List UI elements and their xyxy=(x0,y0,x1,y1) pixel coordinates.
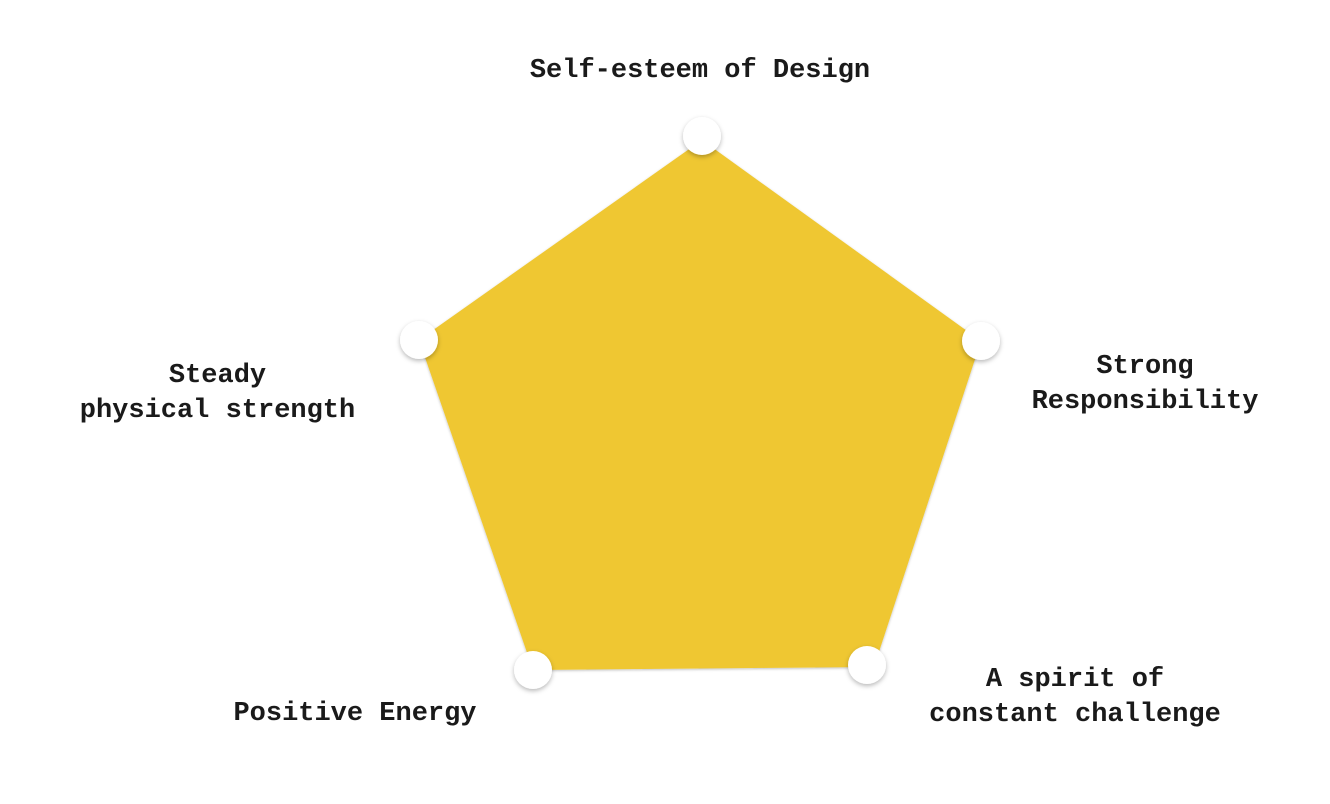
node-top xyxy=(683,117,721,155)
label-bottom-right-line-1: A spirit of xyxy=(985,665,1165,695)
label-spirit-of-constant-challenge: A spirit of constant challenge xyxy=(890,663,1260,733)
label-self-esteem-of-design: Self-esteem of Design xyxy=(450,54,950,89)
label-left-line-2: physical strength xyxy=(79,396,356,426)
label-bottom-right-line-2: constant challenge xyxy=(929,700,1221,730)
label-right-line-1: Strong xyxy=(1096,352,1194,382)
label-right-line-2: Responsibility xyxy=(1031,387,1259,417)
node-left xyxy=(400,321,438,359)
label-positive-energy: Positive Energy xyxy=(195,697,515,732)
label-steady-physical-strength: Steady physical strength xyxy=(35,359,400,429)
label-bottom-left-line-1: Positive Energy xyxy=(233,699,477,729)
node-right xyxy=(962,322,1000,360)
pentagon-shape xyxy=(419,140,981,670)
label-top-line-1: Self-esteem of Design xyxy=(529,56,871,86)
node-bottom-left xyxy=(514,651,552,689)
label-left-line-1: Steady xyxy=(168,361,267,391)
node-bottom-right xyxy=(848,646,886,684)
label-strong-responsibility: Strong Responsibility xyxy=(995,350,1295,420)
